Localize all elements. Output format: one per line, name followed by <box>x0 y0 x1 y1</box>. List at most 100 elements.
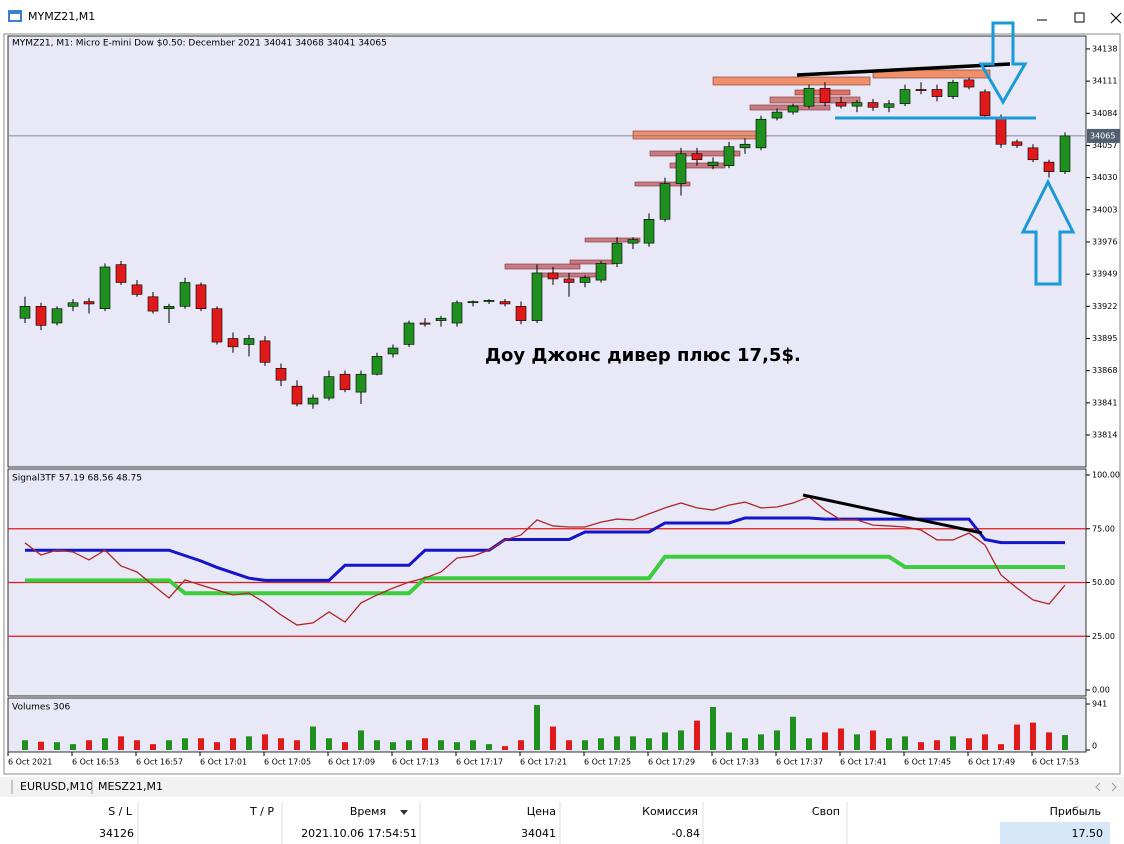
y-tick-label: 34084 <box>1092 109 1117 118</box>
candle-body <box>115 264 127 283</box>
sort-indicator[interactable] <box>400 810 408 815</box>
x-tick-label: 6 Oct 16:53 <box>72 758 119 767</box>
volume-bar <box>358 730 364 750</box>
candle-body <box>899 89 911 105</box>
x-tick-label: 6 Oct 17:17 <box>456 758 503 767</box>
zone <box>632 130 761 140</box>
y-tick-label: 33922 <box>1092 302 1117 311</box>
volume-bar <box>390 742 396 750</box>
candle-body <box>243 338 255 345</box>
x-tick-label: 6 Oct 17:29 <box>648 758 695 767</box>
candle-body <box>163 306 175 310</box>
x-tick-label: 6 Oct 17:45 <box>904 758 951 767</box>
candle-body <box>403 322 415 345</box>
candle-body <box>291 385 303 405</box>
tab[interactable]: EURUSD,M10 <box>20 780 93 793</box>
candle-body <box>147 296 159 312</box>
candle-body <box>563 278 575 283</box>
zone <box>569 259 616 265</box>
candle-body <box>387 347 399 355</box>
trade-table: S / L 34126 T / P Время 2021.10.06 17:54:51 Ц… <box>0 800 1124 844</box>
volume-bar <box>934 740 940 750</box>
volume-bar <box>710 706 716 750</box>
candle-body <box>307 397 319 405</box>
volume-bar <box>870 730 876 750</box>
volume-bar <box>838 728 844 750</box>
volume-bar <box>614 736 620 750</box>
volume-bar <box>902 736 908 750</box>
zone <box>769 96 861 104</box>
volume-bar <box>774 730 780 750</box>
candle-body <box>947 81 959 97</box>
volume-bar <box>918 742 924 750</box>
current-price-box <box>1087 128 1120 143</box>
candle-body <box>835 102 847 107</box>
volume-bar <box>182 738 188 750</box>
volume-bar <box>342 742 348 750</box>
volume-bar <box>854 734 860 750</box>
candle-body <box>83 301 95 305</box>
candle-body <box>963 79 975 88</box>
x-tick-label: 6 Oct 17:05 <box>264 758 311 767</box>
candle-body <box>515 306 527 321</box>
volume-bar <box>166 740 172 750</box>
down-arrow <box>978 21 1028 105</box>
volume-bar <box>678 730 684 750</box>
zone <box>584 237 641 243</box>
y-tick-label: 941 <box>1092 700 1107 709</box>
volume-bar <box>406 740 412 750</box>
volume-bar <box>966 738 972 750</box>
cell: 2021.10.06 17:54:51 <box>301 827 417 840</box>
candle-body <box>1011 141 1023 146</box>
candle-body <box>643 219 655 244</box>
candle-body <box>99 266 111 310</box>
x-tick-label: 6 Oct 17:09 <box>328 758 375 767</box>
close-button[interactable] <box>1110 12 1122 24</box>
indicator-header: Signal3TF 57.19 68.56 48.75 <box>12 474 142 484</box>
volume-bar <box>886 738 892 750</box>
current-price-label: 34065 <box>1090 131 1115 140</box>
column-header: Своп <box>812 805 840 818</box>
volume-bar <box>534 705 540 750</box>
volume-bar <box>662 732 668 750</box>
y-tick-label: 33814 <box>1092 431 1117 440</box>
candle-body <box>627 239 639 244</box>
volume-bar <box>566 740 572 750</box>
candle-body <box>275 367 287 381</box>
volume-bar <box>518 740 524 750</box>
cell: -0.84 <box>672 827 700 840</box>
volume-bar <box>1062 735 1068 750</box>
tab[interactable]: MESZ21,M1 <box>98 780 163 793</box>
candle-body <box>739 143 751 149</box>
volume-bar <box>598 738 604 750</box>
volume-bar <box>502 746 508 750</box>
volume-bar <box>454 742 460 750</box>
volume-bar <box>470 740 476 750</box>
volume-bar <box>998 744 1004 750</box>
candle-body <box>979 91 991 116</box>
volume-bar <box>374 740 380 750</box>
column-header: T / P <box>249 805 274 818</box>
volume-bar <box>118 736 124 750</box>
candle-body <box>419 322 431 325</box>
volume-bar <box>582 740 588 750</box>
candle-body <box>611 242 623 264</box>
y-tick-label: 0.00 <box>1092 686 1110 695</box>
volume-bar <box>1014 724 1020 750</box>
volume-bar <box>486 744 492 750</box>
y-tick-label: 34111 <box>1092 77 1117 86</box>
volume-bar <box>278 738 284 750</box>
column-header: Цена <box>527 805 556 818</box>
volume-bar <box>822 732 828 750</box>
volume-bar <box>438 740 444 750</box>
volume-bar <box>214 742 220 750</box>
candle-body <box>1027 147 1039 161</box>
candle-body <box>995 117 1007 145</box>
window-icon <box>10 14 20 20</box>
window-title: MYMZ21,M1 <box>28 10 95 23</box>
candle-body <box>787 105 799 113</box>
x-tick-label: 6 Oct 17:41 <box>840 758 887 767</box>
tab-scroll[interactable] <box>1095 782 1117 792</box>
maximize-button[interactable] <box>1074 12 1085 23</box>
